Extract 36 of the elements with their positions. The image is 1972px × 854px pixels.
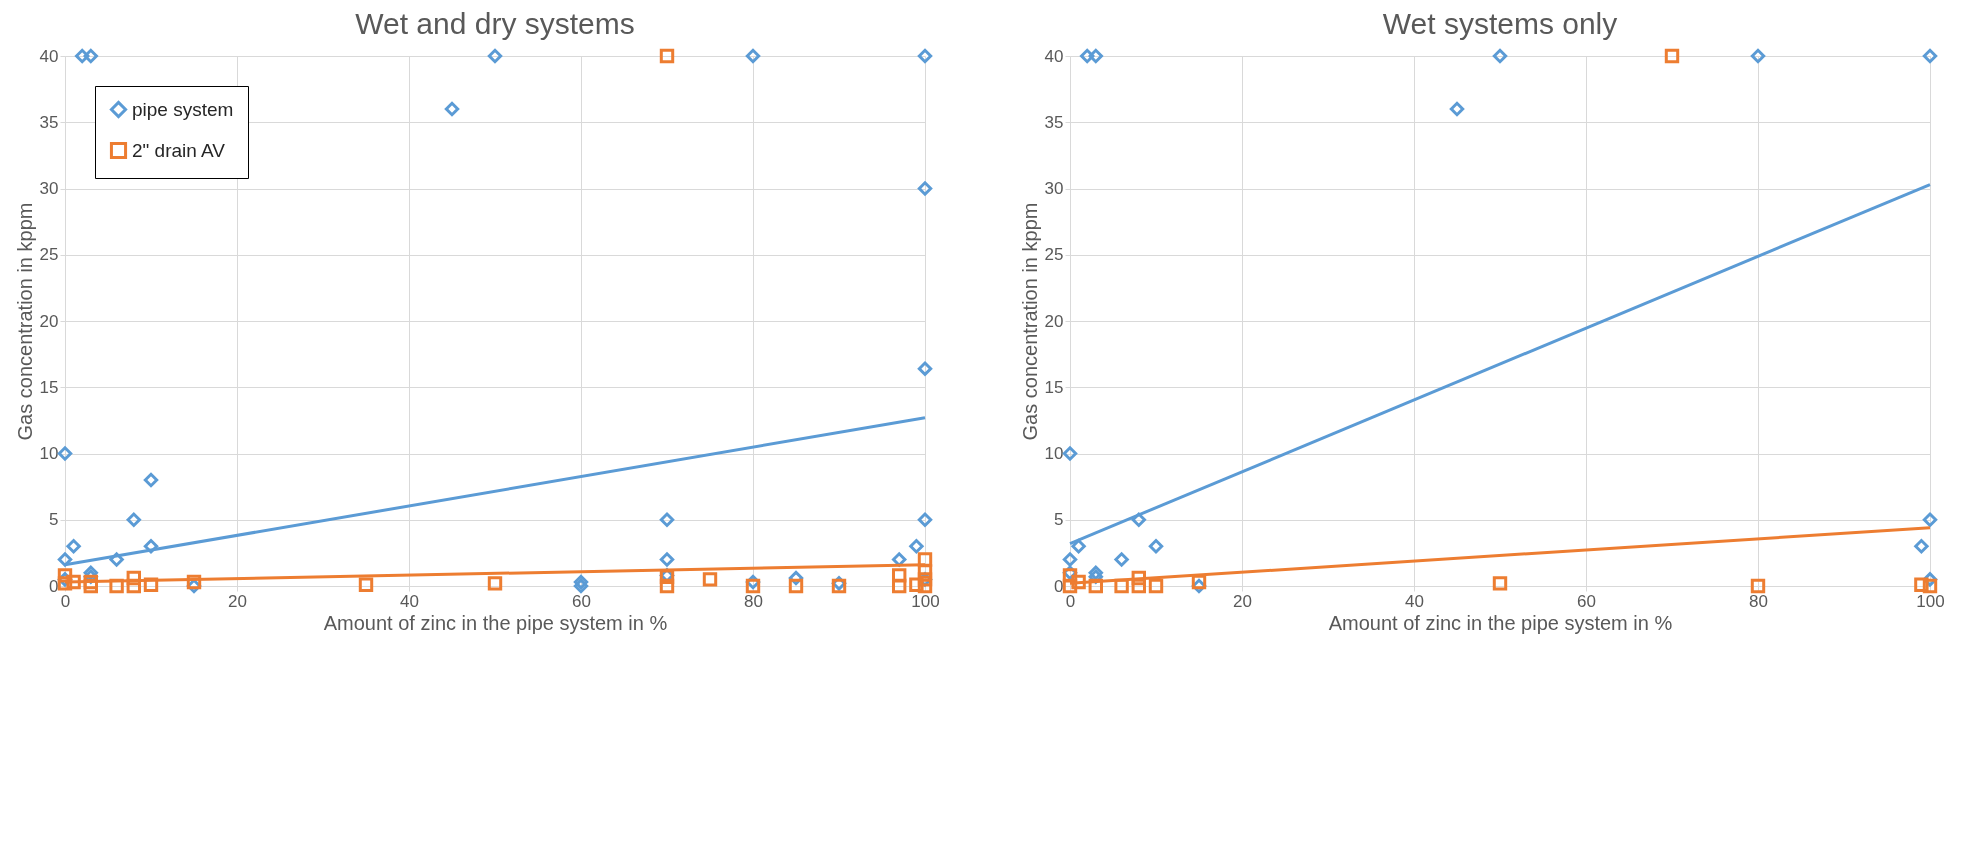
y-tick-label: 25 xyxy=(1044,245,1064,265)
y-tick-label: 15 xyxy=(39,377,59,397)
y-tick-label: 30 xyxy=(1044,179,1064,198)
x-tick-label: 60 xyxy=(572,591,591,611)
y-tick-label: 15 xyxy=(1044,377,1064,397)
x-tick-label: 100 xyxy=(1916,591,1945,611)
x-tick-label: 80 xyxy=(1749,591,1768,611)
x-tick-label: 100 xyxy=(911,591,940,611)
y-axis-title: Gas concentration in kppm xyxy=(13,202,36,441)
legend-label: pipe system xyxy=(132,98,234,120)
y-axis-title: Gas concentration in kppm xyxy=(1018,202,1041,441)
x-axis-title: Amount of zinc in the pipe system in % xyxy=(1328,611,1673,634)
y-tick-label: 5 xyxy=(49,510,59,530)
y-tick-label: 20 xyxy=(1044,311,1064,331)
y-tick-label: 10 xyxy=(1044,444,1064,463)
y-tick-label: 20 xyxy=(39,311,59,331)
y-tick-label: 5 xyxy=(1054,510,1064,530)
chart-title: Wet and dry systems xyxy=(355,7,635,41)
y-tick-label: 40 xyxy=(1044,46,1064,66)
x-tick-label: 40 xyxy=(400,591,419,611)
y-tick-label: 30 xyxy=(39,179,59,198)
y-tick-label: 0 xyxy=(1054,576,1064,596)
x-tick-label: 80 xyxy=(744,591,763,611)
x-axis-title: Amount of zinc in the pipe system in % xyxy=(323,611,668,634)
chart-title: Wet systems only xyxy=(1382,7,1618,41)
x-tick-label: 40 xyxy=(1405,591,1424,611)
y-tick-label: 0 xyxy=(49,576,59,596)
y-tick-label: 10 xyxy=(39,444,59,463)
y-tick-label: 25 xyxy=(39,245,59,265)
x-tick-label: 20 xyxy=(1233,591,1252,611)
x-tick-label: 20 xyxy=(228,591,247,611)
legend-label: 2" drain AV xyxy=(132,139,226,161)
x-tick-label: 60 xyxy=(1577,591,1596,611)
y-tick-label: 35 xyxy=(1044,112,1064,132)
y-tick-label: 35 xyxy=(39,112,59,132)
y-tick-label: 40 xyxy=(39,46,59,66)
